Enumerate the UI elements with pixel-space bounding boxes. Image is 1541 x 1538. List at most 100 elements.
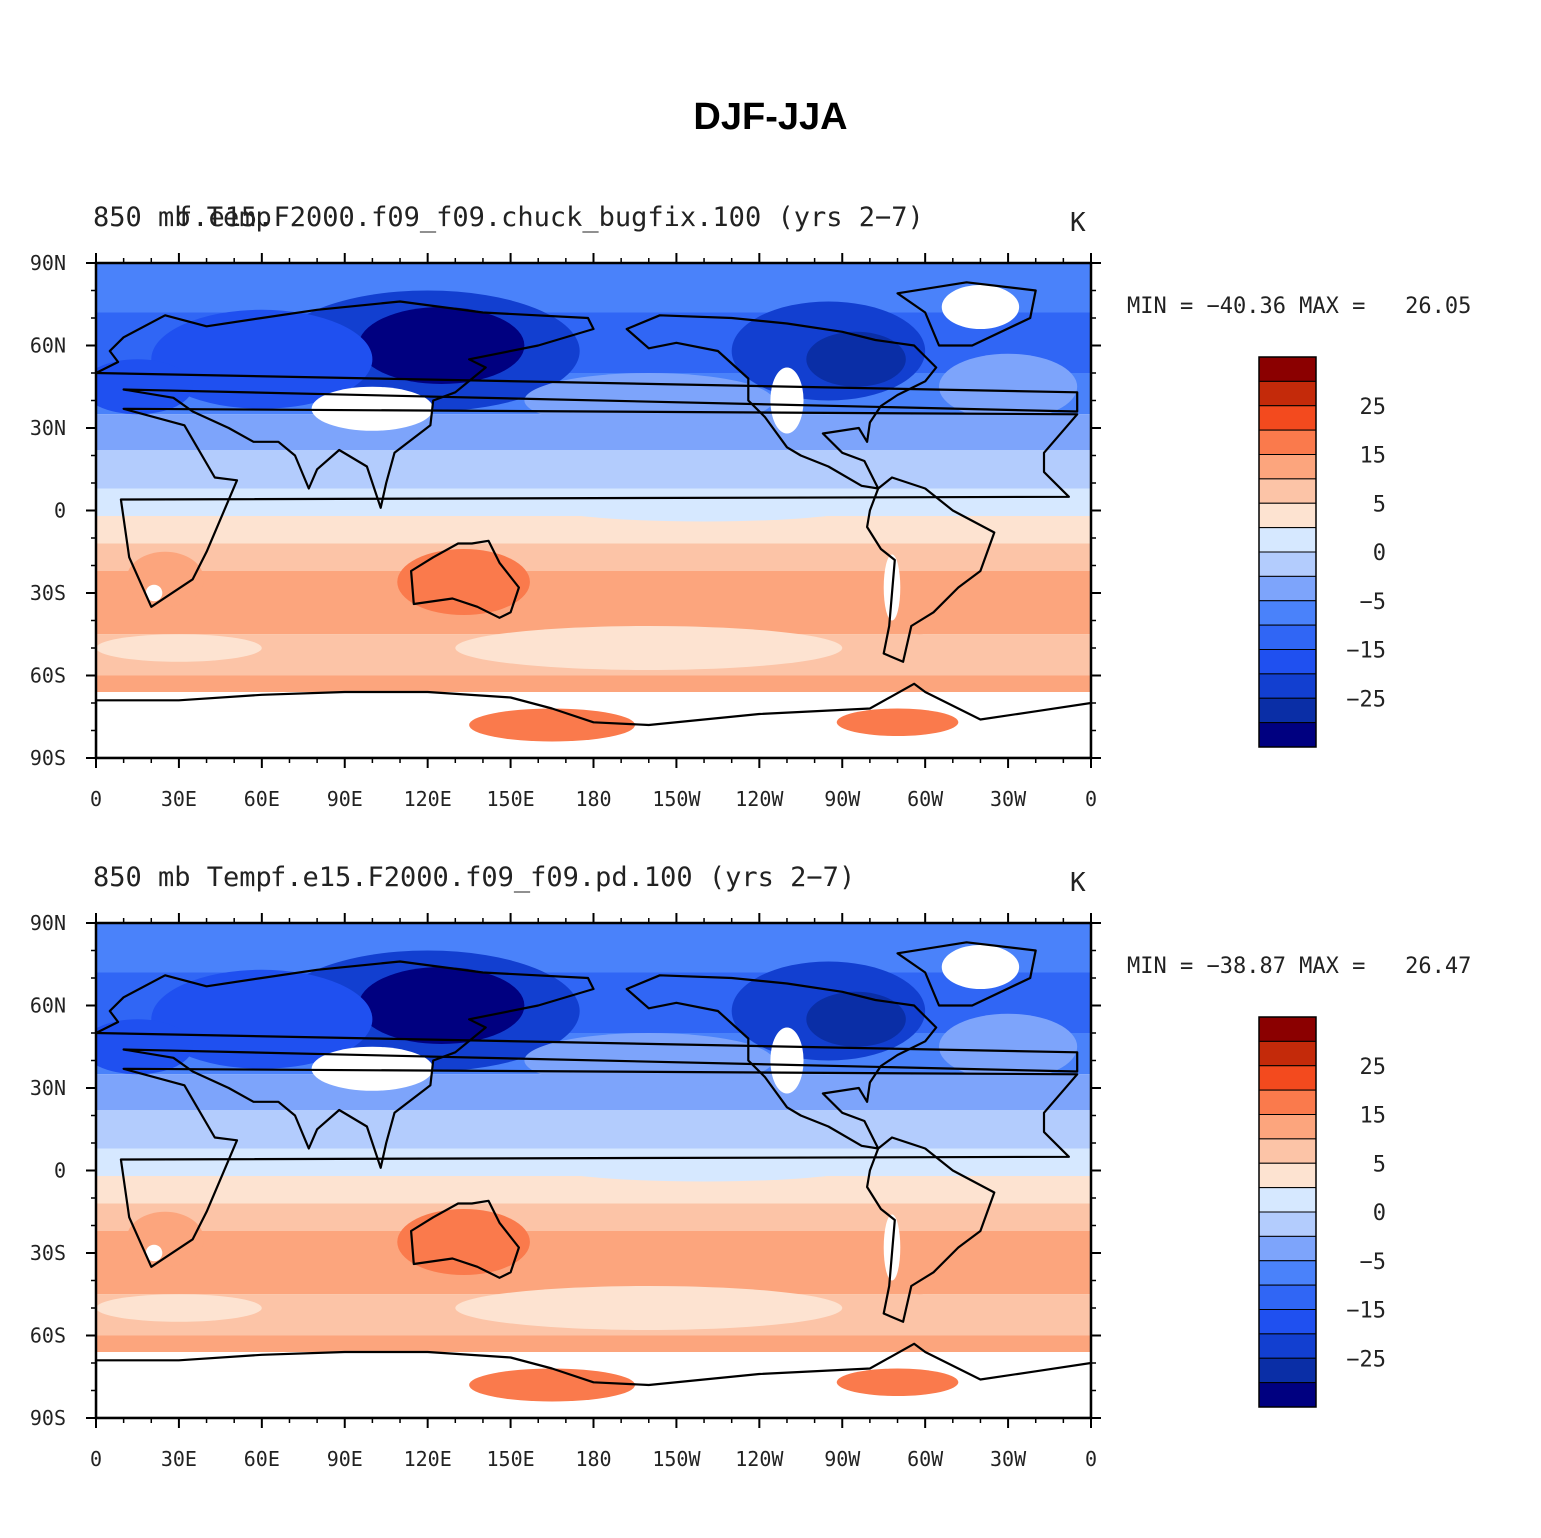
map-svg: 90N 60N 30N 0 30S 60S 90S 0 30E 60E 90E 120E 150E 180…	[30, 911, 1387, 1471]
missing-data	[941, 945, 1020, 989]
warm-core	[469, 1368, 635, 1402]
lon-label: 180	[575, 1447, 611, 1471]
colorbar-box	[1258, 1089, 1317, 1115]
colorbar-box	[1258, 722, 1317, 748]
lon-label: 90W	[824, 787, 861, 811]
lat-label: 60N	[30, 334, 66, 358]
map-field	[96, 263, 1091, 758]
coastline-eurasia	[96, 960, 1079, 1169]
warm-core	[397, 549, 530, 615]
colorbar-box	[1258, 1162, 1317, 1189]
colorbar-label: −5	[1360, 1250, 1387, 1275]
coastline-greenland	[896, 281, 1037, 347]
colorbar-box	[1258, 1138, 1317, 1164]
lat-label: 60S	[30, 1324, 66, 1348]
colorbar-box	[1258, 502, 1317, 529]
lon-label: 120W	[735, 787, 784, 811]
colorbar-box	[1258, 1260, 1317, 1286]
lat-label: 90S	[30, 1406, 66, 1430]
field-band	[96, 1203, 1091, 1231]
min-max-label: MIN = −40.36 MAX = 26.05	[1127, 294, 1472, 319]
coastline-eurasia	[96, 300, 1079, 509]
warm-core	[892, 579, 948, 635]
colorbar-box	[1258, 624, 1317, 650]
coastline-australia	[410, 1199, 521, 1279]
map-field	[96, 923, 1091, 1418]
colorbar-box	[1258, 429, 1317, 455]
coastline-australia	[410, 539, 521, 619]
lat-label: 90N	[30, 251, 66, 275]
field-band	[96, 516, 1091, 544]
lat-label: 30S	[30, 1241, 66, 1265]
lon-label: 90E	[327, 1447, 363, 1471]
missing-data	[311, 386, 434, 431]
coastlines	[96, 281, 1091, 758]
lon-label: 30W	[990, 1447, 1027, 1471]
colorbar-box	[1258, 673, 1317, 699]
colorbar-box	[1258, 380, 1317, 407]
cold-core	[806, 331, 906, 387]
lat-label: 90S	[30, 746, 66, 770]
colorbar-label: 0	[1373, 1201, 1386, 1226]
lat-label: 90N	[30, 911, 66, 935]
lat-label: 60N	[30, 994, 66, 1018]
missing-data	[311, 1046, 434, 1091]
warm-core	[469, 708, 635, 742]
lon-label: 180	[575, 787, 611, 811]
field-band	[96, 1176, 1091, 1204]
lat-label: 30N	[30, 416, 66, 440]
field-patch	[524, 373, 774, 428]
cold-core	[151, 969, 373, 1069]
colorbar: 25 15 5 0 −5 −15 −25	[1258, 1016, 1387, 1408]
colorbar-label: −25	[1346, 1347, 1386, 1372]
cold-core	[358, 967, 525, 1044]
lon-label: 30W	[990, 787, 1027, 811]
field-patch	[538, 1148, 870, 1182]
lon-label: 60W	[907, 1447, 944, 1471]
colorbar-label: 0	[1373, 541, 1386, 566]
lon-label: 90W	[824, 1447, 861, 1471]
missing-data	[145, 584, 163, 602]
colorbar-box	[1258, 551, 1317, 577]
colorbar-box	[1258, 649, 1317, 675]
field-patch	[938, 353, 1078, 420]
figure-title: DJF-JJA	[693, 96, 848, 138]
coastline-samerica	[865, 1136, 996, 1323]
colorbar-box	[1258, 1309, 1317, 1335]
field-patch	[96, 1019, 193, 1075]
left-title: 850 mb Temp	[93, 862, 272, 893]
lat-label: 60S	[30, 664, 66, 688]
coastline-africa	[119, 1067, 1079, 1268]
colorbar-label: 15	[1360, 1104, 1387, 1129]
colorbar-label: 15	[1360, 444, 1387, 469]
warm-core	[836, 708, 959, 736]
colorbar-box	[1258, 600, 1317, 626]
lon-label: 120E	[404, 787, 452, 811]
colorbar-label: 5	[1373, 492, 1386, 517]
lon-label: 120E	[404, 1447, 452, 1471]
lon-label: 150W	[652, 787, 701, 811]
warm-core	[892, 1239, 948, 1295]
lon-label: 90E	[327, 787, 363, 811]
lon-label: 150W	[652, 1447, 701, 1471]
lat-label: 0	[54, 499, 66, 523]
cold-core	[151, 309, 373, 409]
lon-label: 0	[1085, 787, 1097, 811]
missing-data	[145, 1244, 163, 1262]
field-patch	[524, 1033, 774, 1088]
colorbar-box	[1258, 1382, 1317, 1408]
map-svg: 90N 60N 30N 0 30S 60S 90S 0 30E 60E 90E 120E 150E 180…	[30, 251, 1387, 811]
field-band	[96, 675, 1091, 692]
missing-data	[941, 285, 1020, 329]
colorbar: 25 15 5 0 −5 −15 −25	[1258, 356, 1387, 748]
coastline-namerica	[625, 974, 938, 1150]
colorbar-box	[1258, 1065, 1317, 1091]
lon-label: 0	[90, 787, 102, 811]
units-label: K	[1070, 868, 1086, 898]
colorbar-box	[1258, 1333, 1317, 1359]
coastline-greenland	[896, 941, 1037, 1007]
lon-label: 60W	[907, 787, 944, 811]
colorbar-box	[1258, 527, 1317, 553]
coastlines	[96, 941, 1091, 1418]
lon-label: 0	[90, 1447, 102, 1471]
